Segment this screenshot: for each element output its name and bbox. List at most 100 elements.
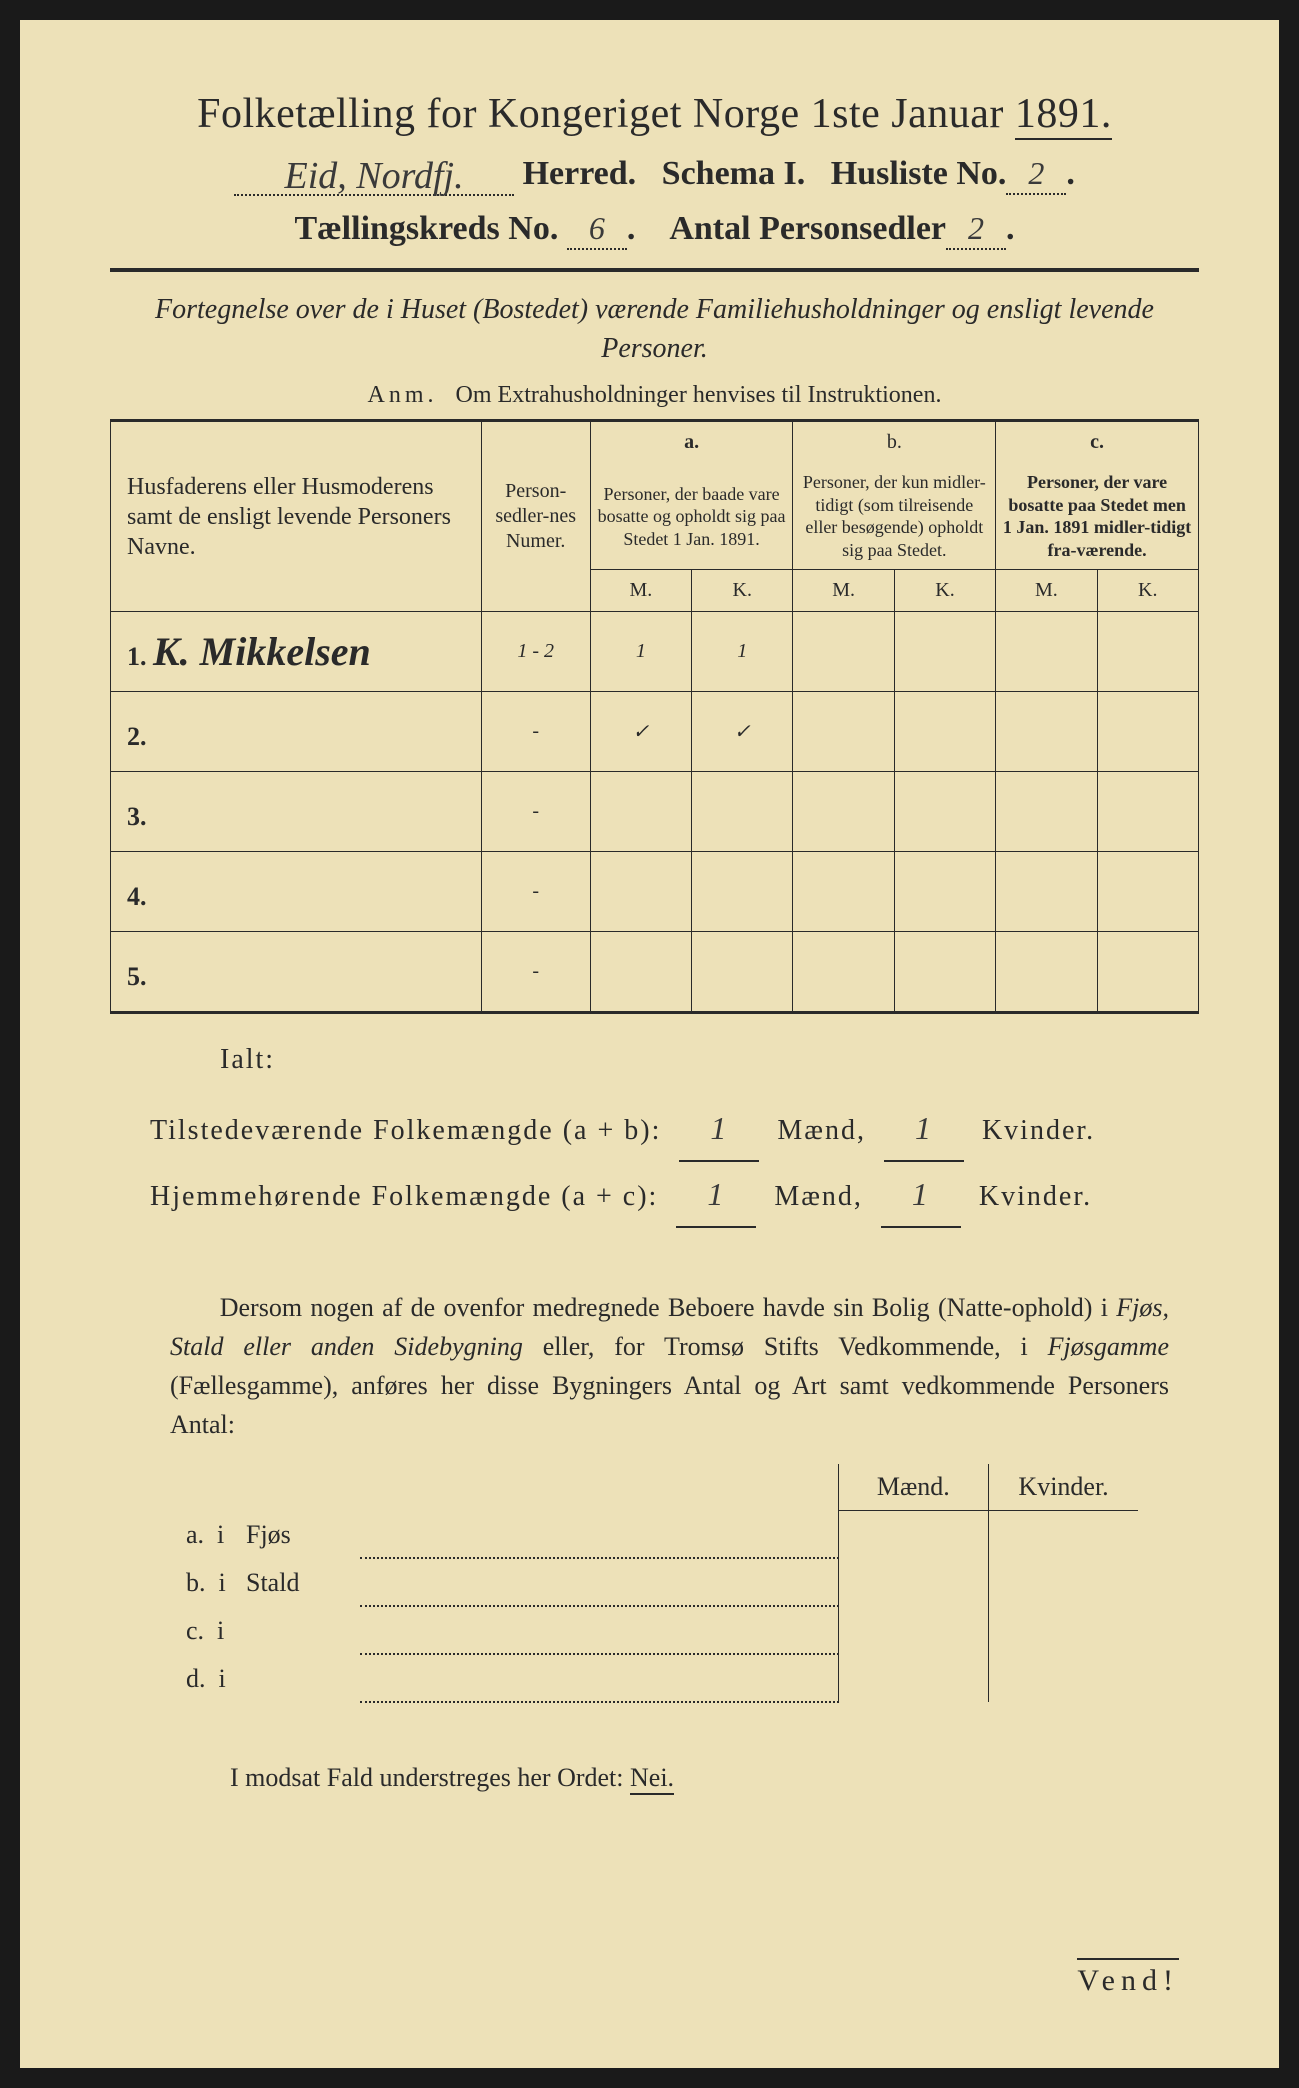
cell-num: - bbox=[481, 852, 590, 932]
cell-bk bbox=[894, 852, 995, 932]
th-num: Person-sedler-nes Numer. bbox=[481, 421, 590, 612]
cell-num: - bbox=[481, 772, 590, 852]
th-ak: K. bbox=[692, 570, 793, 612]
th-ck: K. bbox=[1097, 570, 1198, 612]
table-row: 2. -✓✓ bbox=[111, 692, 1199, 772]
sm-k bbox=[988, 1654, 1138, 1702]
cell-bk bbox=[894, 932, 995, 1013]
cell-bm bbox=[793, 692, 894, 772]
sm-letter: a. i bbox=[180, 1511, 240, 1558]
sm-m bbox=[838, 1606, 988, 1654]
schema-label: Schema I. bbox=[662, 155, 806, 192]
cell-am: ✓ bbox=[590, 692, 691, 772]
table-row: 3. - bbox=[111, 772, 1199, 852]
sm-letter: d. i bbox=[180, 1654, 240, 1702]
th-a: Personer, der baade vare bosatte og opho… bbox=[590, 463, 793, 570]
small-row: a. iFjøs bbox=[180, 1511, 1138, 1558]
th-c-head: c. bbox=[996, 421, 1199, 464]
sm-label bbox=[240, 1606, 360, 1654]
th-am: M. bbox=[590, 570, 691, 612]
cell-ck bbox=[1097, 772, 1198, 852]
small-row: d. i bbox=[180, 1654, 1138, 1702]
cell-ck bbox=[1097, 932, 1198, 1013]
title-text: Folketælling for Kongeriget Norge 1ste J… bbox=[197, 91, 1004, 137]
th-b-head: b. bbox=[793, 421, 996, 464]
cell-ck bbox=[1097, 612, 1198, 692]
cell-ak: 1 bbox=[692, 612, 793, 692]
divider bbox=[110, 268, 1199, 272]
th-name: Husfaderens eller Husmoderens samt de en… bbox=[111, 421, 482, 612]
secondary-table: Mænd. Kvinder. a. iFjøs b. iStald c. i d… bbox=[180, 1464, 1138, 1703]
cell-bm bbox=[793, 612, 894, 692]
header-line-3: Tællingskreds No. 6. Antal Personsedler2… bbox=[110, 210, 1199, 250]
cell-am bbox=[590, 932, 691, 1013]
th-bk: K. bbox=[894, 570, 995, 612]
husliste-no: 2 bbox=[1028, 155, 1044, 191]
cell-am bbox=[590, 772, 691, 852]
row-num: 5. bbox=[111, 932, 482, 1013]
row-num: 2. bbox=[111, 692, 482, 772]
cell-cm bbox=[996, 772, 1097, 852]
totals-line-2: Hjemmehørende Folkemængde (a + c): 1 Mæn… bbox=[150, 1162, 1199, 1228]
row-num: 1. K. Mikkelsen bbox=[111, 612, 482, 692]
th-b: Personer, der kun midler-tidigt (som til… bbox=[793, 463, 996, 570]
sm-kvinder: Kvinder. bbox=[988, 1464, 1138, 1511]
sm-maend: Mænd. bbox=[838, 1464, 988, 1511]
th-bm: M. bbox=[793, 570, 894, 612]
sm-dots bbox=[360, 1606, 838, 1654]
cell-bk bbox=[894, 612, 995, 692]
table-row: 5. - bbox=[111, 932, 1199, 1013]
cell-am bbox=[590, 852, 691, 932]
kreds-no: 6 bbox=[589, 210, 605, 246]
th-c: Personer, der vare bosatte paa Stedet me… bbox=[996, 463, 1199, 570]
cell-bk bbox=[894, 772, 995, 852]
totals-line-1: Tilstedeværende Folkemængde (a + b): 1 M… bbox=[150, 1096, 1199, 1162]
sm-m bbox=[838, 1511, 988, 1558]
row-num: 3. bbox=[111, 772, 482, 852]
vend-label: Vend! bbox=[1077, 1958, 1179, 1998]
anm-label: Anm. bbox=[368, 382, 438, 408]
anm-line: Anm. Om Extrahusholdninger henvises til … bbox=[110, 382, 1199, 409]
sm-letter: c. i bbox=[180, 1606, 240, 1654]
cell-ak bbox=[692, 852, 793, 932]
husliste-label: Husliste No. bbox=[831, 155, 1007, 192]
cell-ck bbox=[1097, 852, 1198, 932]
sm-k bbox=[988, 1606, 1138, 1654]
cell-ak bbox=[692, 772, 793, 852]
personsedler-label: Antal Personsedler bbox=[669, 210, 946, 247]
herred-value: Eid, Nordfj. bbox=[285, 155, 464, 197]
cell-ak bbox=[692, 932, 793, 1013]
personsedler-no: 2 bbox=[968, 210, 984, 246]
paragraph: Dersom nogen af de ovenfor medregnede Be… bbox=[170, 1288, 1169, 1444]
cell-cm bbox=[996, 932, 1097, 1013]
main-table: Husfaderens eller Husmoderens samt de en… bbox=[110, 419, 1199, 1014]
sm-label: Fjøs bbox=[240, 1511, 360, 1558]
cell-bm bbox=[793, 932, 894, 1013]
cell-num: - bbox=[481, 932, 590, 1013]
cell-cm bbox=[996, 692, 1097, 772]
th-cm: M. bbox=[996, 570, 1097, 612]
sm-label: Stald bbox=[240, 1558, 360, 1606]
th-a-head: a. bbox=[590, 421, 793, 464]
sm-m bbox=[838, 1558, 988, 1606]
cell-ak: ✓ bbox=[692, 692, 793, 772]
sm-m bbox=[838, 1654, 988, 1702]
sm-label bbox=[240, 1654, 360, 1702]
cell-am: 1 bbox=[590, 612, 691, 692]
header-line-2: Eid, Nordfj. Herred. Schema I. Husliste … bbox=[110, 150, 1199, 196]
main-title: Folketælling for Kongeriget Norge 1ste J… bbox=[110, 90, 1199, 138]
title-year: 1891. bbox=[1015, 91, 1112, 140]
sm-dots bbox=[360, 1558, 838, 1606]
small-row: c. i bbox=[180, 1606, 1138, 1654]
cell-bm bbox=[793, 772, 894, 852]
kreds-label: Tællingskreds No. bbox=[294, 210, 558, 247]
cell-ck bbox=[1097, 692, 1198, 772]
nei-line: I modsat Fald understreges her Ordet: Ne… bbox=[230, 1763, 1199, 1793]
cell-num: - bbox=[481, 692, 590, 772]
sm-k bbox=[988, 1558, 1138, 1606]
small-row: b. iStald bbox=[180, 1558, 1138, 1606]
census-form-page: Folketælling for Kongeriget Norge 1ste J… bbox=[20, 20, 1279, 2068]
cell-bk bbox=[894, 692, 995, 772]
subtitle: Fortegnelse over de i Huset (Bostedet) v… bbox=[110, 290, 1199, 368]
row-num: 4. bbox=[111, 852, 482, 932]
